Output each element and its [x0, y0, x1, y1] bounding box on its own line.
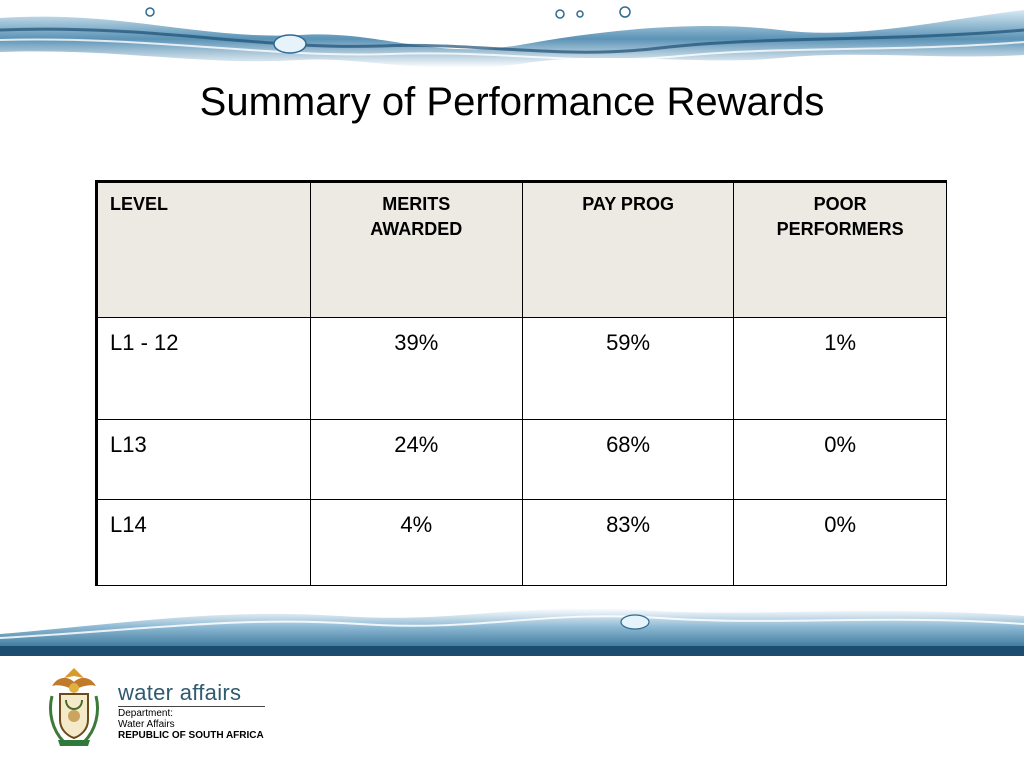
cell-level: L14 [96, 499, 311, 586]
cell-level: L1 - 12 [96, 317, 311, 420]
table-header-row: LEVEL MERITS AWARDED PAY PROG POOR PERFO… [96, 181, 947, 318]
cell-merits-awarded: 4% [309, 499, 523, 586]
water-banner-bottom [0, 608, 1024, 656]
cell-pay-prog: 68% [521, 419, 735, 500]
cell-pay-prog: 83% [521, 499, 735, 586]
department-name: Water Affairs [118, 719, 175, 730]
brand-name: water affairs [118, 680, 242, 705]
coat-of-arms-icon [49, 668, 99, 746]
performance-rewards-table: LEVEL MERITS AWARDED PAY PROG POOR PERFO… [95, 180, 947, 586]
cell-poor-performers: 1% [733, 317, 947, 420]
column-header-merits-awarded: MERITS AWARDED [309, 181, 523, 318]
column-header-pay-prog: PAY PROG [521, 181, 735, 318]
cell-merits-awarded: 39% [309, 317, 523, 420]
column-header-poor-performers: POOR PERFORMERS [733, 181, 947, 318]
water-banner-top [0, 6, 1024, 68]
cell-merits-awarded: 24% [309, 419, 523, 500]
country-name: REPUBLIC OF SOUTH AFRICA [118, 730, 264, 741]
brand-divider [118, 706, 265, 707]
table-row: L14 4% 83% 0% [96, 499, 947, 586]
department-label: Department: [118, 708, 174, 719]
merits-awarded-label: MERITS AWARDED [370, 194, 463, 239]
column-header-level: LEVEL [96, 181, 311, 318]
table-row: L1 - 12 39% 59% 1% [96, 317, 947, 420]
cell-level: L13 [96, 419, 311, 500]
cell-poor-performers: 0% [733, 499, 947, 586]
table-row: L13 24% 68% 0% [96, 419, 947, 500]
cell-poor-performers: 0% [733, 419, 947, 500]
cell-pay-prog: 59% [521, 317, 735, 420]
poor-performers-label: POOR PERFORMERS [776, 194, 904, 239]
slide-title: Summary of Performance Rewards [199, 80, 825, 124]
